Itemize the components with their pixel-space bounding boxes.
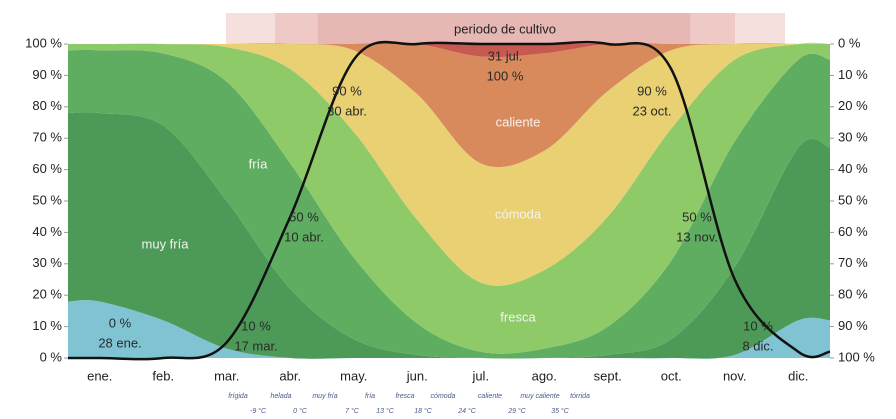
y2-tick-label: 20 % (838, 98, 868, 113)
scale-name: fresca (395, 393, 414, 400)
chart-title: periodo de cultivo (454, 21, 556, 36)
annotation: 30 abr. (327, 103, 367, 118)
y-tick-label: 60 % (32, 161, 62, 176)
y-tick-label: 100 % (25, 35, 62, 50)
band-area (68, 112, 830, 359)
annotation: 10 % (743, 318, 773, 333)
y2-tick-label: 10 % (838, 67, 868, 82)
band-area (68, 43, 830, 58)
annotation: 90 % (637, 83, 667, 98)
annotation: 100 % (487, 68, 524, 83)
x-tick-label: ago. (532, 368, 557, 383)
annotation: 23 oct. (632, 103, 671, 118)
y2-tick-label: 30 % (838, 130, 868, 145)
annotation: 31 jul. (488, 48, 523, 63)
annotation: 28 ene. (98, 335, 141, 350)
x-tick-label: feb. (152, 368, 174, 383)
annotation: 17 mar. (234, 338, 277, 353)
band-label: fresca (500, 309, 536, 324)
y-tick-label: 50 % (32, 192, 62, 207)
band-label: cómoda (495, 206, 542, 221)
scale-name: frígida (228, 393, 248, 400)
annotation: 8 dic. (742, 338, 773, 353)
scale-temp: 29 °C (507, 407, 527, 415)
y2-tick-label: 60 % (838, 224, 868, 239)
y-tick-label: 80 % (32, 98, 62, 113)
scale-temp: -9 °C (250, 407, 267, 415)
banner-segment (735, 13, 785, 44)
scale-temp: 35 °C (551, 407, 570, 415)
y2-tick-label: 90 % (838, 318, 868, 333)
annotation: 90 % (332, 83, 362, 98)
y-tick-label: 70 % (32, 130, 62, 145)
y2-tick-label: 0 % (838, 35, 861, 50)
x-tick-label: jul. (471, 368, 489, 383)
band-area (68, 43, 830, 168)
banner-segment (690, 13, 735, 44)
scale-temp: 24 °C (457, 407, 477, 415)
y-tick-label: 40 % (32, 224, 62, 239)
band-area (68, 50, 830, 359)
x-tick-label: oct. (661, 368, 682, 383)
scale-name: caliente (478, 393, 502, 400)
scale-temp: 13 °C (376, 407, 395, 415)
band-label: caliente (496, 114, 541, 129)
y2-tick-label: 100 % (838, 349, 875, 364)
scale-name: fría (365, 393, 375, 400)
scale-name: helada (270, 393, 291, 400)
scale-name: tórrida (570, 393, 590, 400)
season-banner (226, 13, 785, 44)
annotation: 0 % (109, 315, 132, 330)
y2-tick-label: 50 % (838, 192, 868, 207)
scale-temp: 18 °C (414, 407, 433, 415)
scale-name: muy caliente (520, 393, 559, 400)
band-area (68, 42, 830, 354)
x-tick-label: mar. (214, 368, 239, 383)
y2-tick-label: 40 % (838, 161, 868, 176)
banner-segment (275, 13, 318, 44)
x-tick-label: may. (340, 368, 367, 383)
band-label: muy fría (142, 236, 190, 251)
annotation: 13 nov. (676, 229, 718, 244)
annotation: 10 abr. (284, 229, 324, 244)
x-tick-label: jun. (406, 368, 428, 383)
band-area (68, 300, 830, 359)
x-tick-label: sept. (594, 368, 622, 383)
x-tick-label: nov. (723, 368, 747, 383)
scale-temp: 0 °C (293, 407, 308, 415)
y2-tick-label: 80 % (838, 287, 868, 302)
y-tick-label: 10 % (32, 318, 62, 333)
annotation: 50 % (682, 209, 712, 224)
y-tick-label: 30 % (32, 255, 62, 270)
season-line (68, 40, 831, 361)
y2-tick-label: 70 % (838, 255, 868, 270)
annotation: 10 % (241, 318, 271, 333)
band-label: fría (249, 156, 269, 171)
x-tick-label: abr. (279, 368, 301, 383)
scale-temp: 7 °C (345, 407, 360, 415)
banner-segment (226, 13, 275, 44)
x-tick-label: ene. (87, 368, 112, 383)
y-tick-label: 90 % (32, 67, 62, 82)
band-area (68, 42, 830, 286)
annotation: 50 % (289, 209, 319, 224)
x-tick-label: dic. (788, 368, 808, 383)
scale-name: muy fría (312, 393, 337, 400)
y-tick-label: 20 % (32, 287, 62, 302)
y-tick-label: 0 % (40, 349, 63, 364)
scale-name: cómoda (431, 393, 456, 400)
banner-segment (318, 13, 690, 44)
